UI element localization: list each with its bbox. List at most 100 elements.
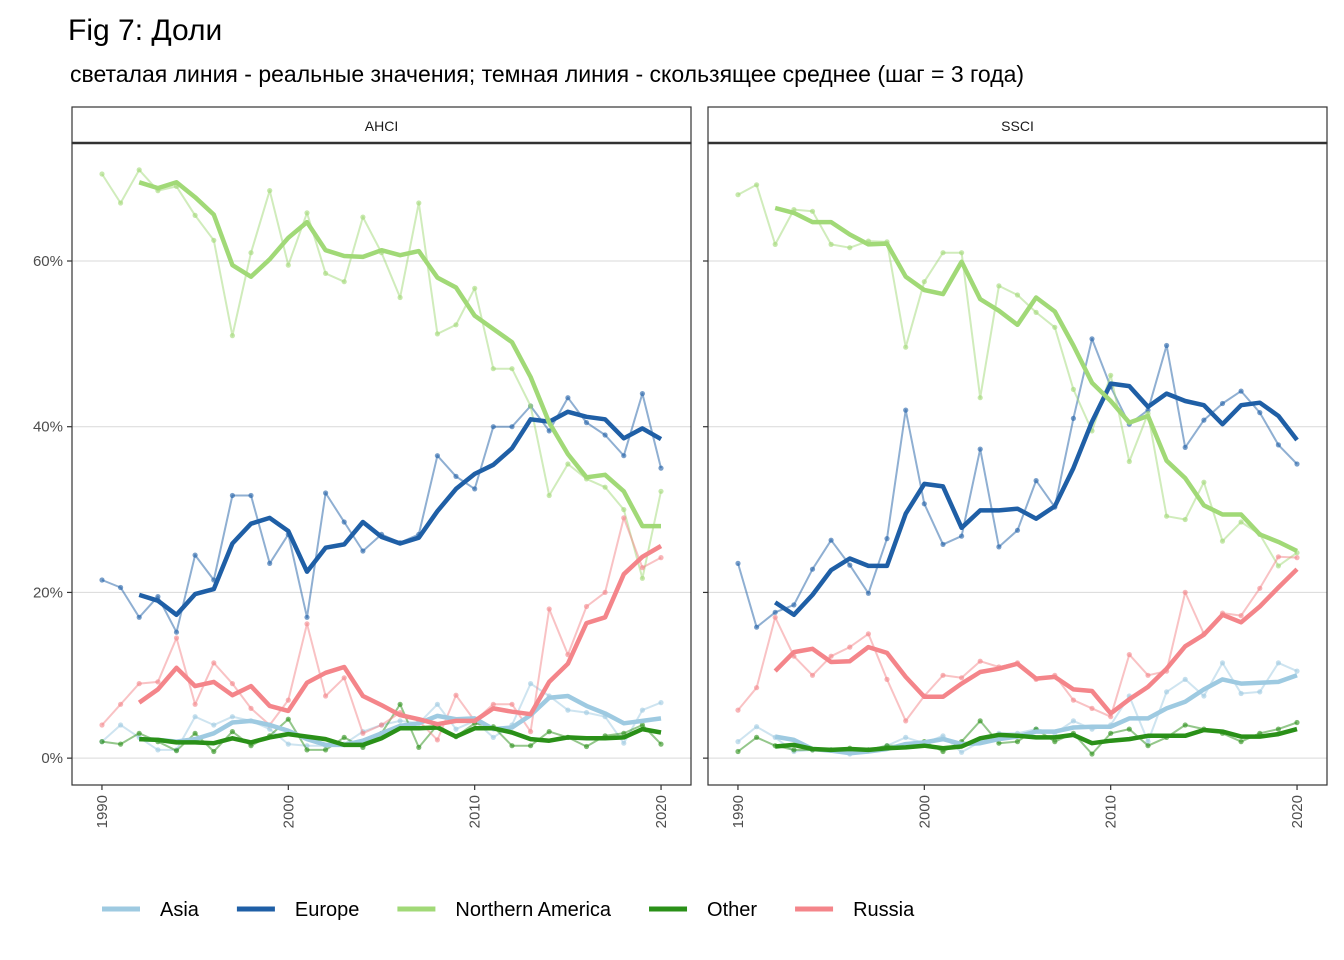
data-point-asia <box>1164 689 1170 695</box>
data-point-northern-america <box>397 294 403 301</box>
data-point-northern-america <box>921 279 927 285</box>
data-point-russia <box>735 707 741 713</box>
data-point-northern-america <box>528 403 534 409</box>
data-point-other <box>341 734 347 741</box>
data-point-russia <box>341 675 347 681</box>
data-point-northern-america <box>229 333 235 339</box>
data-point-russia <box>621 515 627 521</box>
data-point-europe <box>1033 478 1039 484</box>
data-point-other <box>1014 739 1021 745</box>
data-point-europe <box>772 609 778 615</box>
legend-label-asia: Asia <box>160 899 200 921</box>
data-point-europe <box>940 541 946 548</box>
data-point-russia <box>1089 705 1095 712</box>
data-point-northern-america <box>754 182 760 188</box>
x-tick-label: 2000 <box>280 795 297 828</box>
data-point-russia <box>602 589 608 596</box>
raw-line-northern-america <box>101 168 662 580</box>
data-point-northern-america <box>323 270 329 276</box>
panel-border <box>71 142 692 786</box>
data-point-europe <box>809 566 816 572</box>
data-point-other <box>304 747 310 753</box>
data-point-northern-america <box>1275 563 1281 569</box>
data-point-northern-america <box>1164 513 1170 519</box>
data-point-russia <box>323 693 329 699</box>
legend-label-russia: Russia <box>853 899 915 921</box>
figure-subtitle: светалая линия - реальные значения; темн… <box>70 61 1024 87</box>
data-point-russia <box>1145 672 1151 678</box>
data-point-northern-america <box>192 212 198 218</box>
smooth-line-asia <box>139 693 662 748</box>
data-point-asia <box>735 739 741 745</box>
data-point-russia <box>509 701 515 707</box>
data-point-northern-america <box>959 250 965 256</box>
smooth-line-asia <box>774 673 1298 756</box>
data-point-northern-america <box>472 285 478 291</box>
data-point-europe <box>754 624 760 630</box>
data-point-other <box>1145 743 1151 749</box>
data-point-northern-america <box>490 366 496 372</box>
data-point-northern-america <box>1070 386 1076 392</box>
data-point-other <box>1052 739 1058 745</box>
data-point-asia <box>192 714 198 720</box>
data-point-northern-america <box>248 250 254 256</box>
data-point-northern-america <box>1033 309 1039 315</box>
data-point-other <box>1238 739 1244 745</box>
data-point-northern-america <box>1182 516 1188 523</box>
smooth-line-other <box>775 726 1298 753</box>
x-tick-label: 1990 <box>94 795 111 828</box>
data-point-russia <box>248 705 254 712</box>
data-point-asia <box>658 700 664 706</box>
series-layer <box>735 182 1300 757</box>
data-point-europe <box>155 594 161 600</box>
data-point-europe <box>1182 444 1188 450</box>
data-point-other <box>528 743 534 749</box>
data-point-other <box>639 722 646 728</box>
data-point-russia <box>453 692 459 698</box>
data-point-europe <box>509 424 515 430</box>
smooth-line-russia <box>773 567 1299 716</box>
data-point-russia <box>155 679 161 685</box>
data-point-northern-america <box>565 461 571 467</box>
smooth-line-other <box>139 725 662 748</box>
panel-ssci: SSCI 1990 2000 2010 2020 <box>703 106 1328 828</box>
data-point-europe <box>828 537 834 543</box>
data-point-europe <box>304 614 310 620</box>
data-point-northern-america <box>434 331 440 337</box>
data-point-asia <box>397 718 403 724</box>
data-point-asia <box>1070 718 1076 724</box>
data-point-europe <box>1164 342 1170 349</box>
data-point-northern-america <box>735 192 741 198</box>
data-point-russia <box>490 701 496 707</box>
strip-background <box>707 106 1328 144</box>
data-point-russia <box>1126 652 1132 658</box>
data-point-asia <box>528 681 534 687</box>
data-point-asia <box>1238 690 1244 697</box>
data-point-russia <box>583 603 590 610</box>
data-point-russia <box>378 722 385 728</box>
data-point-northern-america <box>1052 324 1058 330</box>
data-point-other <box>192 730 198 736</box>
data-point-europe <box>136 614 142 620</box>
data-point-europe <box>1257 410 1263 416</box>
data-point-asia <box>583 710 590 716</box>
data-point-asia <box>959 749 965 755</box>
data-point-europe <box>1238 388 1244 394</box>
data-point-asia <box>639 707 646 713</box>
x-tick-label: 2000 <box>916 795 933 828</box>
data-point-russia <box>1238 613 1244 619</box>
y-tick-label: 40% <box>33 419 63 436</box>
data-point-northern-america <box>1014 292 1021 298</box>
data-point-northern-america <box>621 507 627 513</box>
legend-item-other: Other <box>649 899 757 921</box>
data-point-russia <box>211 660 217 666</box>
data-point-northern-america <box>903 344 909 350</box>
data-point-northern-america <box>509 366 515 372</box>
data-point-russia <box>1257 585 1263 591</box>
data-point-northern-america <box>416 200 422 206</box>
data-point-europe <box>583 420 590 426</box>
data-point-northern-america <box>996 283 1002 289</box>
data-point-other <box>136 730 142 736</box>
data-point-europe <box>118 584 124 591</box>
data-point-northern-america <box>118 200 124 206</box>
